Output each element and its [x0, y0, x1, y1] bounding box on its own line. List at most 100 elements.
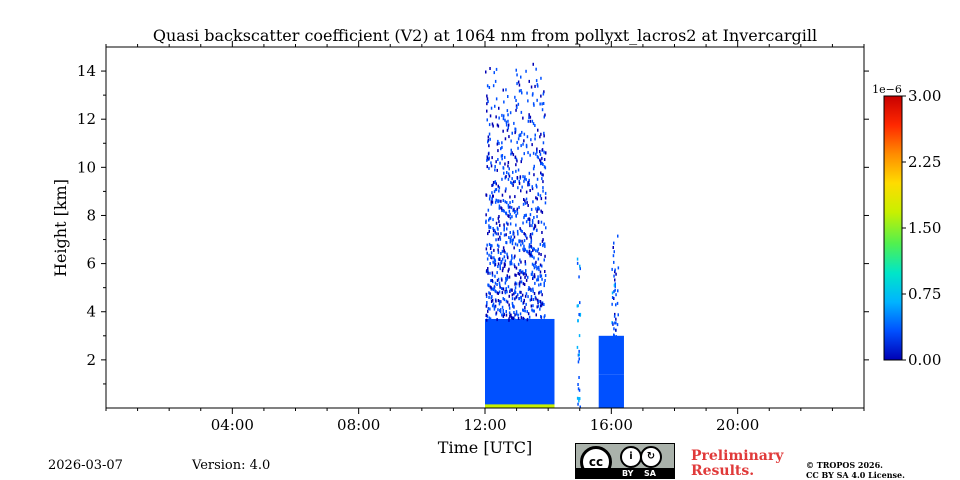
sparse-pixel [510, 152, 512, 156]
sparse-pixel [515, 310, 518, 314]
sparse-pixel [495, 299, 497, 303]
sparse-pixel [611, 302, 613, 306]
sparse-pixel [491, 304, 494, 308]
sparse-pixel [522, 241, 524, 245]
sparse-pixel [514, 318, 516, 322]
sparse-pixel [514, 282, 516, 286]
sparse-pixel [514, 242, 517, 246]
sparse-pixel [486, 165, 488, 169]
sparse-pixel [495, 182, 497, 186]
sparse-pixel [520, 270, 522, 274]
sparse-pixel [530, 251, 533, 254]
badge-sa: SA [644, 469, 656, 478]
sparse-pixel [505, 221, 508, 225]
sparse-pixel [517, 80, 520, 84]
sparse-pixel [486, 158, 488, 162]
sparse-pixel [502, 308, 504, 312]
sparse-pixel [579, 301, 581, 305]
sparse-pixel [488, 226, 490, 230]
sparse-pixel [534, 281, 536, 285]
y-axis-label: Height [km] [51, 179, 70, 277]
sparse-pixel [528, 183, 531, 187]
sparse-pixel [491, 295, 493, 298]
sparse-pixel [532, 151, 535, 155]
sparse-pixel [507, 256, 509, 260]
sparse-pixel [544, 314, 546, 318]
sparse-pixel [613, 333, 615, 337]
sparse-pixel [528, 315, 531, 319]
sparse-pixel [495, 238, 497, 242]
sparse-pixel [494, 180, 497, 184]
sparse-pixel [543, 303, 545, 306]
sparse-pixel [503, 223, 505, 227]
sparse-pixel [544, 254, 546, 258]
y-tick-label: 12 [77, 110, 96, 128]
sparse-pixel [516, 106, 518, 109]
sparse-pixel [536, 155, 539, 159]
sparse-pixel [579, 397, 581, 401]
sparse-pixel [529, 233, 532, 236]
sparse-pixel [508, 294, 510, 298]
sparse-pixel [577, 304, 579, 308]
sparse-pixel [613, 260, 615, 264]
sparse-pixel [496, 123, 499, 127]
sparse-pixel [499, 235, 501, 239]
sparse-pixel [525, 69, 527, 73]
sparse-pixel [531, 262, 534, 266]
sparse-pixel [517, 137, 520, 141]
sparse-pixel [519, 239, 521, 243]
sparse-pixel [516, 140, 518, 144]
sparse-pixel [498, 215, 500, 218]
sparse-pixel [510, 235, 512, 239]
sparse-pixel [513, 292, 515, 296]
copyright-line2: CC BY SA 4.0 License. [806, 470, 905, 480]
sparse-pixel [529, 254, 531, 258]
sparse-pixel [511, 256, 513, 260]
sparse-pixel [577, 360, 580, 364]
sparse-pixel [512, 232, 514, 236]
sparse-pixel [488, 253, 490, 257]
sparse-pixel [520, 295, 522, 299]
sparse-pixel [492, 218, 494, 222]
sparse-pixel [494, 168, 496, 172]
sparse-pixel [511, 182, 513, 186]
sparse-pixel [511, 301, 514, 305]
sparse-pixel [536, 149, 538, 153]
sparse-pixel [492, 229, 495, 233]
sparse-pixel [498, 186, 501, 190]
sparse-pixel [522, 221, 524, 225]
sparse-pixel [509, 205, 511, 209]
sparse-pixel [614, 312, 616, 316]
sparse-pixel [504, 137, 507, 141]
sparse-pixel [542, 180, 544, 184]
sparse-pixel [524, 260, 526, 264]
sparse-pixel [488, 123, 491, 127]
sparse-pixel [487, 309, 489, 313]
sparse-pixel [497, 250, 500, 254]
y-tick-label: 14 [77, 62, 96, 80]
sparse-pixel [544, 191, 547, 195]
sparse-pixel [509, 262, 511, 266]
sparse-pixel [488, 86, 491, 89]
sparse-pixel [521, 157, 523, 161]
sparse-pixel [491, 191, 493, 195]
sparse-pixel [532, 122, 535, 126]
sparse-pixel [499, 309, 501, 312]
sparse-pixel [501, 113, 503, 117]
sparse-pixel [524, 309, 526, 313]
sparse-pixel [515, 169, 517, 173]
sparse-pixel [488, 296, 490, 299]
sparse-pixel [542, 238, 544, 242]
sparse-pixel [502, 88, 504, 92]
sparse-pixel [613, 290, 615, 294]
sparse-pixel [505, 174, 507, 178]
sparse-pixel [492, 233, 495, 237]
sparse-pixel [486, 84, 489, 88]
sparse-pixel [520, 260, 522, 264]
sparse-pixel [536, 267, 538, 271]
sparse-pixel [495, 188, 498, 191]
sparse-pixel [507, 161, 510, 164]
sparse-pixel [504, 291, 507, 295]
sparse-pixel [511, 297, 514, 301]
sparse-pixel [493, 286, 495, 290]
